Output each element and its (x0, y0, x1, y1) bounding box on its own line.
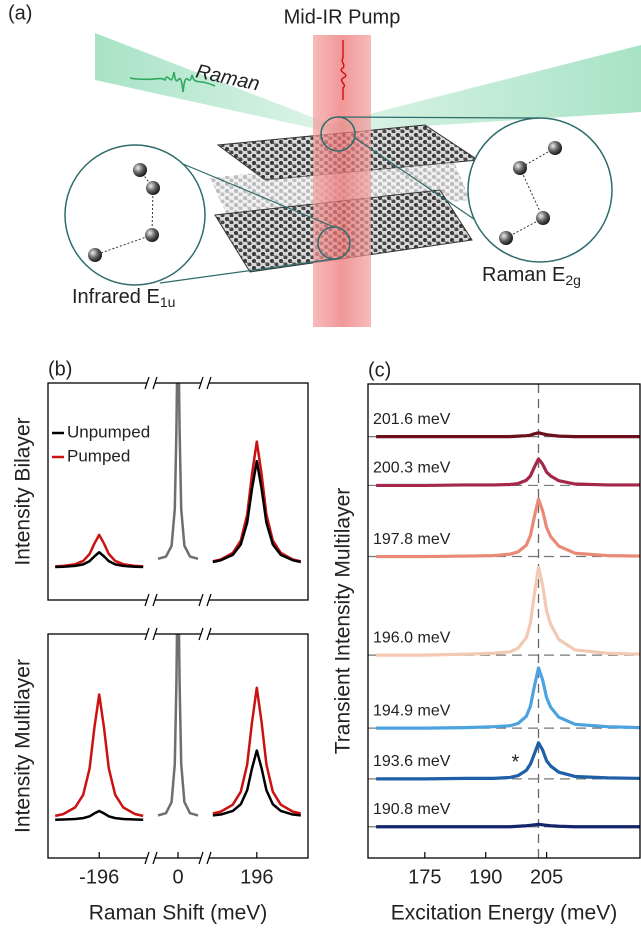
pump-pulse (340, 40, 347, 100)
axis-break (147, 632, 155, 636)
raman-pulse (129, 71, 216, 93)
data-line (157, 634, 199, 817)
axis-break (147, 598, 155, 602)
x-axis-label: Raman Shift (meV) (89, 902, 268, 925)
zoom-line (159, 258, 335, 284)
axis-break (152, 627, 158, 641)
x-tick-label: -196 (79, 866, 119, 888)
data-line (376, 431, 640, 439)
plot-area (54, 634, 302, 821)
x-axis-label: Excitation Energy (meV) (391, 902, 617, 925)
x-tick-label: 205 (530, 866, 563, 888)
axis-break (152, 376, 158, 390)
mode-label-subscript: 2g (565, 272, 581, 288)
axis-break (198, 593, 204, 607)
data-line (55, 749, 301, 821)
raman-beam-out (330, 45, 641, 132)
axis-break (201, 632, 209, 636)
panel-label: (b) (48, 358, 72, 380)
plot-area (55, 383, 302, 569)
axis-break (201, 381, 209, 385)
axis-break (147, 856, 155, 860)
axis-break (147, 381, 155, 385)
mode-label: Raman E2g (482, 264, 581, 287)
inset-circle (64, 144, 206, 286)
series-label: 197.8 meV (373, 531, 451, 548)
data-line (376, 666, 640, 730)
inset-circle (467, 117, 613, 263)
axis-break (206, 376, 212, 390)
series-label: 201.6 meV (373, 411, 451, 428)
mode-label-text: Raman E (482, 264, 565, 286)
axis-break (144, 376, 150, 390)
plot-frame (47, 382, 309, 601)
annotation: * (511, 751, 519, 773)
data-line (376, 741, 640, 781)
axis-break (206, 851, 212, 865)
panel-label: (c) (368, 359, 391, 381)
data-line (55, 459, 302, 569)
illustration: (a) Mid-IR Pump Raman Infrared E1u Raman… (8, 2, 641, 327)
y-axis-label: Intensity Multilayer (12, 659, 35, 833)
x-tick-label: 190 (469, 866, 502, 888)
atoms (88, 141, 562, 262)
plot-frame (367, 383, 641, 859)
data-line (54, 686, 302, 818)
panel-label: (a) (8, 2, 32, 24)
plot-frame (47, 633, 309, 859)
data-line (376, 457, 640, 488)
legend-label: Pumped (67, 446, 130, 465)
data-line (376, 497, 640, 559)
x-tick-label: 0 (172, 866, 183, 888)
raman-beam-in (95, 33, 330, 132)
axis-break (144, 627, 150, 641)
axis-break (144, 593, 150, 607)
y-axis-label: Transient Intensity Multilayer (332, 488, 355, 755)
y-axis-label: Intensity Bilayer (12, 417, 35, 565)
axis-break (201, 598, 209, 602)
plot-area (368, 384, 640, 858)
data-line (376, 822, 640, 829)
zoom-line (354, 137, 491, 231)
data-line (376, 565, 640, 657)
mode-label: Infrared E1u (72, 286, 175, 309)
axis-break (206, 627, 212, 641)
axis-break (198, 851, 204, 865)
mode-label-text: Infrared E (72, 286, 160, 308)
axis-break (201, 856, 209, 860)
series-label: 193.6 meV (373, 753, 451, 770)
axis-break (206, 593, 212, 607)
mode-label-subscript: 1u (160, 294, 176, 310)
x-tick-label: 175 (408, 866, 441, 888)
pump-label: Mid-IR Pump (284, 6, 401, 28)
series-label: 200.3 meV (373, 460, 451, 477)
legend-label: Unpumped (67, 422, 150, 441)
axis-break (144, 851, 150, 865)
axis-break (198, 376, 204, 390)
axis-break (198, 627, 204, 641)
series-label: 196.0 meV (373, 629, 451, 646)
x-tick-label: 196 (240, 866, 273, 888)
series-label: 190.8 meV (373, 801, 451, 818)
axis-break (152, 851, 158, 865)
data-line (157, 383, 199, 560)
axis-break (152, 593, 158, 607)
series-label: 194.9 meV (373, 702, 451, 719)
zoom-line (337, 116, 541, 119)
pump-beam (313, 35, 371, 327)
